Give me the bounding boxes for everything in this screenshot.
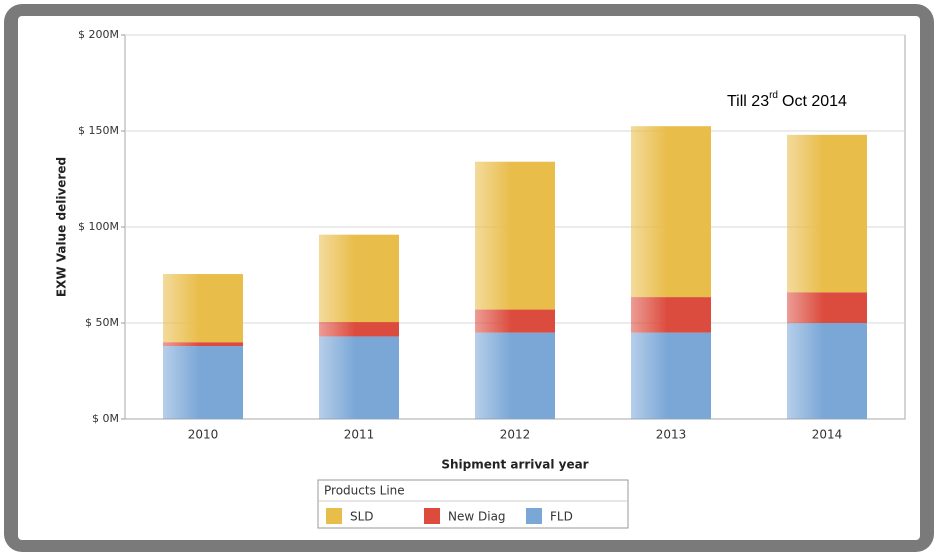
legend-title: Products Line (324, 484, 405, 498)
bar-segment (787, 292, 867, 323)
x-tick-label: 2012 (500, 428, 531, 442)
legend-swatch (526, 508, 542, 524)
bar-segment (163, 346, 243, 419)
bar-segment (631, 332, 711, 419)
bar-segment (631, 297, 711, 333)
y-tick-label: $ 50M (85, 316, 119, 329)
x-axis-label: Shipment arrival year (441, 458, 588, 472)
x-tick-label: 2010 (188, 428, 219, 442)
legend-swatch (424, 508, 440, 524)
legend-label: SLD (350, 510, 374, 524)
y-tick-label: $ 0M (92, 412, 119, 425)
legend-label: New Diag (448, 510, 506, 524)
x-tick-label: 2013 (656, 428, 687, 442)
x-tick-label: 2014 (812, 428, 843, 442)
bar-segment (163, 274, 243, 343)
x-tick-label: 2011 (344, 428, 375, 442)
bar-segment (475, 309, 555, 333)
bar-segment (631, 126, 711, 298)
y-tick-label: $ 150M (78, 124, 119, 137)
y-axis-label: EXW Value delivered (55, 157, 69, 297)
bar-segment (475, 332, 555, 419)
bar-segment (787, 134, 867, 293)
bar-segment (163, 342, 243, 347)
y-tick-label: $ 100M (78, 220, 119, 233)
annotation: Till 23rd Oct 2014 (727, 90, 847, 111)
y-tick-label: $ 200M (78, 28, 119, 41)
bar-segment (319, 234, 399, 323)
legend-label: FLD (550, 510, 573, 524)
bar-segment (319, 336, 399, 419)
bar-segment (787, 323, 867, 419)
legend (317, 479, 629, 529)
bar-segment (319, 322, 399, 337)
bar-segment (475, 161, 555, 310)
legend-swatch (326, 508, 342, 524)
